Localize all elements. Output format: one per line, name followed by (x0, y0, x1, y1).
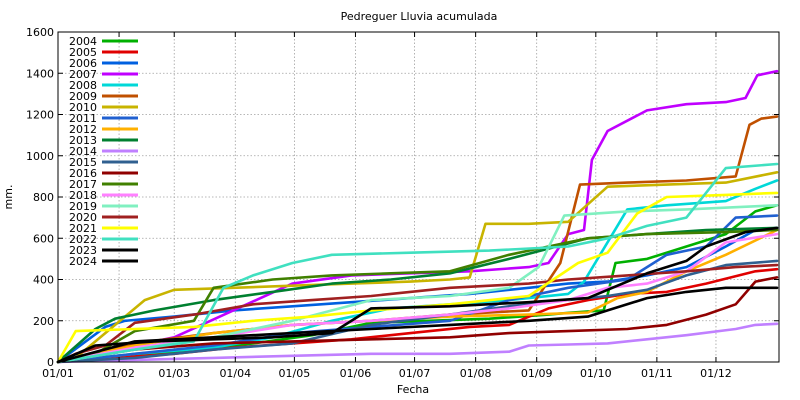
x-axis-title: Fecha (397, 383, 429, 396)
legend-label: 2024 (69, 255, 97, 268)
series-line-2024 (56, 286, 779, 364)
x-tick-label: 01/05 (279, 367, 311, 380)
y-tick-label: 1200 (26, 109, 54, 122)
axes: 0 200 400 600 800 1000 1200 1400 1600 01/01 01/02 0… (26, 26, 779, 380)
legend-label: 2017 (69, 178, 97, 191)
y-tick-label: 0 (47, 356, 54, 369)
legend-label: 2009 (69, 90, 97, 103)
x-tick-label: 01/06 (340, 367, 372, 380)
series-line-2020 (56, 263, 779, 364)
y-tick-label: 200 (33, 315, 54, 328)
series-line-2023 (56, 226, 779, 364)
legend-label: 2016 (69, 167, 97, 180)
series-line-2014 (56, 322, 779, 364)
legend-label: 2021 (69, 222, 97, 235)
legend-label: 2019 (69, 200, 97, 213)
legend-label: 2012 (69, 123, 97, 136)
series-line-2015 (56, 259, 779, 364)
legend-label: 2018 (69, 189, 97, 202)
legend-label: 2011 (69, 112, 97, 125)
x-tick-label: 01/08 (460, 367, 492, 380)
y-tick-label: 1600 (26, 26, 54, 39)
y-tick-label: 400 (33, 274, 54, 287)
legend-label: 2020 (69, 211, 97, 224)
y-tick-label: 1400 (26, 67, 54, 80)
legend-label: 2023 (69, 244, 97, 257)
legend-label: 2004 (69, 35, 97, 48)
x-tick-label: 01/02 (103, 367, 135, 380)
x-tick-label: 01/11 (641, 367, 673, 380)
x-tick-label: 01/01 (42, 367, 74, 380)
x-tick-label: 01/10 (580, 367, 612, 380)
y-tick-label: 800 (33, 191, 54, 204)
legend-label: 2005 (69, 46, 97, 59)
series-line-2021 (56, 191, 779, 364)
legend-label: 2007 (69, 68, 97, 81)
series-lines (56, 69, 779, 364)
legend-label: 2006 (69, 57, 97, 70)
legend-label: 2022 (69, 233, 97, 246)
series-line-2010 (56, 171, 779, 364)
series-line-2022 (56, 162, 779, 364)
y-tick-label: 1000 (26, 150, 54, 163)
legend-label: 2013 (69, 134, 97, 147)
legend-label: 2010 (69, 101, 97, 114)
grid (58, 32, 779, 362)
x-tick-label: 01/07 (399, 367, 431, 380)
series-line-2016 (56, 276, 779, 364)
legend: 2004200520062007200820092010201120122013… (69, 35, 138, 268)
x-tick-label: 01/04 (219, 367, 251, 380)
y-axis-title: mm. (2, 185, 15, 210)
legend-label: 2014 (69, 145, 97, 158)
y-tick-label: 600 (33, 232, 54, 245)
chart-title: Pedreguer Lluvia acumulada (341, 10, 498, 23)
x-tick-label: 01/03 (158, 367, 190, 380)
legend-label: 2015 (69, 156, 97, 169)
x-tick-label: 01/12 (700, 367, 732, 380)
x-tick-label: 01/09 (521, 367, 553, 380)
legend-label: 2008 (69, 79, 97, 92)
